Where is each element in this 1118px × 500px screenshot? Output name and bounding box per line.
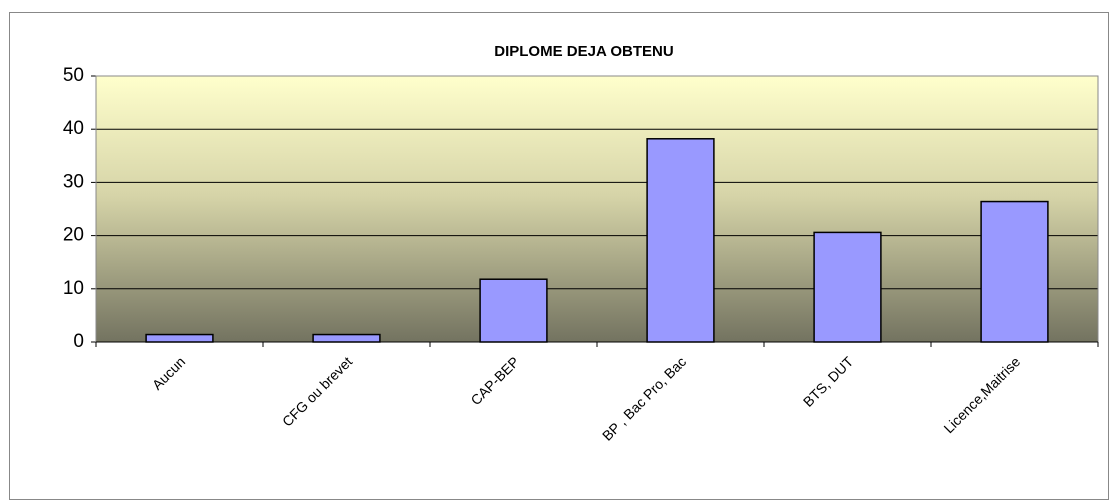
bar	[479, 278, 548, 343]
bar	[813, 231, 882, 343]
bar	[312, 333, 381, 343]
chart-title: DIPLOME DEJA OBTENU	[494, 43, 673, 60]
y-tick-label: 10	[63, 278, 84, 299]
bar	[145, 333, 214, 343]
y-tick-label: 30	[63, 171, 84, 192]
y-tick-label: 50	[63, 65, 84, 86]
plot-area	[96, 76, 1098, 342]
y-tick-label: 20	[63, 225, 84, 246]
y-tick-label: 0	[73, 331, 84, 352]
bar	[646, 138, 715, 343]
bar	[980, 200, 1049, 343]
y-tick-label: 40	[63, 118, 84, 139]
